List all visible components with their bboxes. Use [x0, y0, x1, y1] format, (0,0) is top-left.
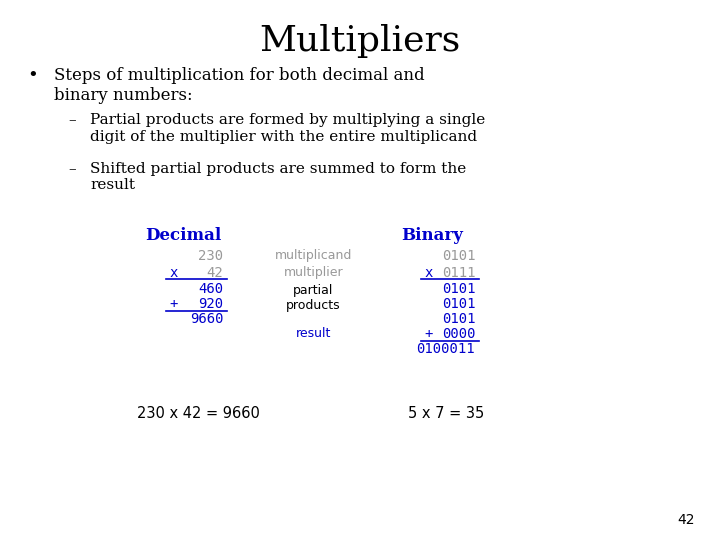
Text: –: – [68, 162, 76, 176]
Text: 460: 460 [198, 282, 223, 296]
Text: partial
products: partial products [286, 284, 341, 312]
Text: Steps of multiplication for both decimal and
binary numbers:: Steps of multiplication for both decimal… [54, 68, 425, 104]
Text: Binary: Binary [401, 227, 463, 244]
Text: x: x [425, 266, 433, 280]
Text: Shifted partial products are summed to form the
result: Shifted partial products are summed to f… [90, 162, 467, 192]
Text: multiplier: multiplier [284, 266, 343, 279]
Text: 0100011: 0100011 [417, 342, 475, 356]
Text: +: + [169, 297, 178, 311]
Text: result: result [295, 327, 331, 340]
Text: •: • [27, 68, 38, 85]
Text: 0101: 0101 [441, 297, 475, 311]
Text: 230 x 42 = 9660: 230 x 42 = 9660 [137, 406, 259, 421]
Text: multiplicand: multiplicand [274, 249, 352, 262]
Text: 0111: 0111 [441, 266, 475, 280]
Text: 0000: 0000 [441, 327, 475, 341]
Text: Partial products are formed by multiplying a single
digit of the multiplier with: Partial products are formed by multiplyi… [90, 113, 485, 144]
Text: Multipliers: Multipliers [259, 24, 461, 58]
Text: –: – [68, 113, 76, 127]
Text: 0101: 0101 [441, 282, 475, 296]
Text: x: x [169, 266, 178, 280]
Text: 5 x 7 = 35: 5 x 7 = 35 [408, 406, 485, 421]
Text: +: + [425, 327, 433, 341]
Text: 42: 42 [678, 512, 695, 526]
Text: 42: 42 [207, 266, 223, 280]
Text: 0101: 0101 [441, 249, 475, 264]
Text: 920: 920 [198, 297, 223, 311]
Text: 0101: 0101 [441, 312, 475, 326]
Text: Decimal: Decimal [145, 227, 222, 244]
Text: 9660: 9660 [189, 312, 223, 326]
Text: 230: 230 [198, 249, 223, 264]
